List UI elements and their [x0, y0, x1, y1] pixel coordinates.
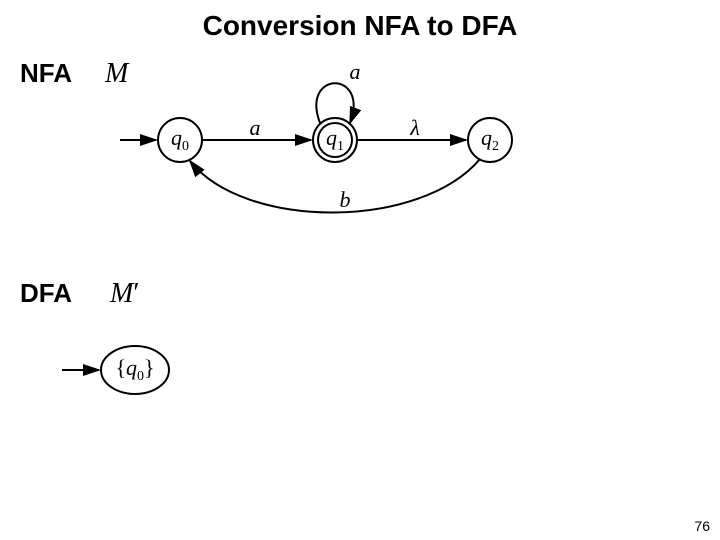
- label-q0: q0: [171, 125, 189, 155]
- label-q1: q1: [326, 125, 344, 155]
- slide-number: 76: [694, 518, 710, 534]
- edge-q2-q0: [190, 159, 480, 213]
- label-edge-lambda: λ: [410, 115, 420, 141]
- label-dfa-s0: {q0}: [115, 355, 154, 385]
- label-q2: q2: [481, 125, 499, 155]
- label-edge-a-self: a: [350, 59, 361, 85]
- label-edge-b: b: [340, 187, 351, 213]
- label-edge-a1: a: [250, 115, 261, 141]
